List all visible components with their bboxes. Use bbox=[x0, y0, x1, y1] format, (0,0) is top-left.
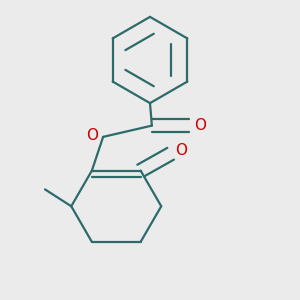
Text: O: O bbox=[194, 118, 206, 133]
Text: O: O bbox=[175, 143, 187, 158]
Text: O: O bbox=[86, 128, 98, 142]
